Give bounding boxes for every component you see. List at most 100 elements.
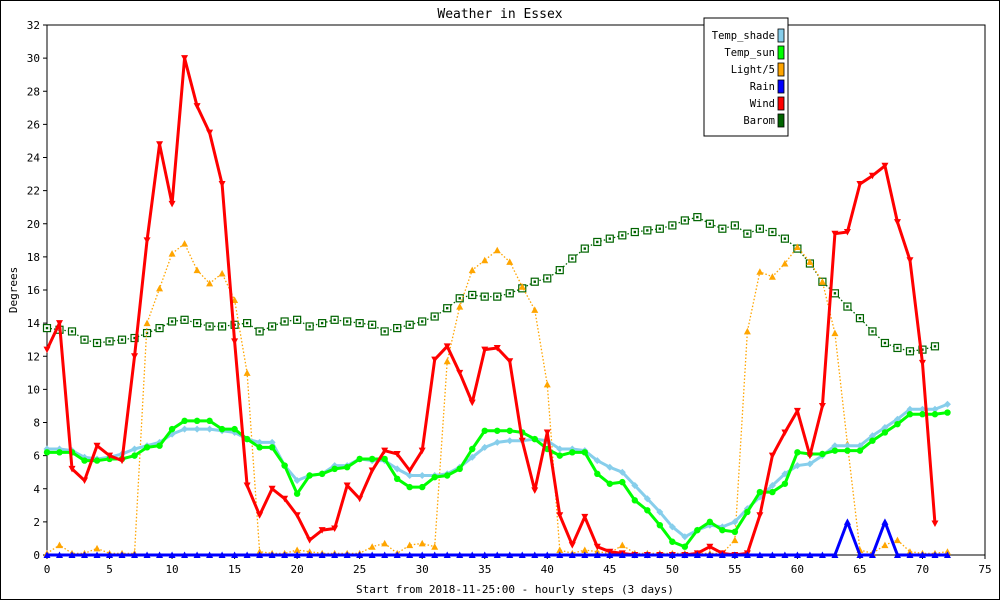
point-light-5 <box>781 260 789 267</box>
point-temp-sun <box>56 449 63 456</box>
point-rain <box>306 551 314 558</box>
point-rain <box>118 551 126 558</box>
point-rain <box>793 551 801 558</box>
point-temp-sun <box>393 475 401 483</box>
point-rain <box>468 551 476 558</box>
point-barom-dot <box>270 325 274 328</box>
point-temp-shade <box>131 445 139 453</box>
point-rain <box>231 551 239 558</box>
point-rain <box>168 551 176 558</box>
point-wind <box>143 237 151 244</box>
point-wind <box>868 172 876 180</box>
point-temp-sun <box>894 420 901 428</box>
point-temp-shade <box>181 425 189 433</box>
point-rain <box>93 551 101 558</box>
point-temp-sun <box>506 427 513 434</box>
point-barom-dot <box>471 293 474 297</box>
point-wind <box>818 402 826 410</box>
point-temp-shade <box>556 445 564 453</box>
point-wind <box>518 437 526 445</box>
point-light-5 <box>181 240 189 247</box>
point-wind <box>256 512 264 519</box>
point-rain <box>156 551 164 558</box>
point-wind <box>768 452 776 460</box>
point-rain <box>318 551 326 558</box>
point-temp-sun <box>581 449 588 456</box>
point-temp-sun <box>944 409 951 416</box>
point-light-5 <box>893 536 901 544</box>
point-temp-sun <box>293 490 301 497</box>
y-tick-label: 28 <box>27 85 40 98</box>
point-temp-sun <box>569 449 576 456</box>
x-tick-label: 65 <box>853 563 866 576</box>
x-tick-label: 0 <box>44 563 51 576</box>
point-rain <box>681 551 689 558</box>
point-temp-shade <box>606 463 614 471</box>
point-rain <box>193 551 201 558</box>
point-temp-sun <box>469 445 476 453</box>
point-rain <box>693 551 701 558</box>
point-barom-dot <box>658 227 662 230</box>
legend-swatch <box>777 96 785 111</box>
point-light-5 <box>943 548 951 555</box>
point-wind <box>268 485 276 493</box>
point-barom-dot <box>733 224 737 227</box>
point-wind <box>756 512 764 519</box>
point-temp-sun <box>794 449 801 456</box>
point-barom-dot <box>95 341 99 345</box>
point-rain <box>406 551 414 558</box>
point-wind <box>406 467 414 475</box>
point-wind <box>118 457 126 465</box>
point-light-5 <box>518 283 526 290</box>
point-barom-dot <box>358 321 361 325</box>
y-tick-label: 18 <box>27 251 40 264</box>
point-temp-shade <box>268 438 276 446</box>
point-rain <box>393 551 401 558</box>
point-temp-sun <box>531 435 538 443</box>
chart-title: Weather in Essex <box>437 7 562 22</box>
point-barom-dot <box>170 320 174 323</box>
point-temp-sun <box>731 528 739 536</box>
point-temp-sun <box>606 480 613 487</box>
y-tick-label: 6 <box>33 450 40 463</box>
point-light-5 <box>418 539 426 547</box>
point-temp-sun <box>619 478 626 486</box>
point-rain <box>281 551 289 558</box>
point-barom-dot <box>583 247 586 250</box>
point-wind <box>431 356 439 364</box>
x-tick-label: 10 <box>165 563 178 576</box>
x-tick-label: 60 <box>791 563 804 576</box>
point-temp-sun <box>594 470 601 478</box>
point-light-5 <box>368 543 376 550</box>
point-temp-shade <box>881 423 889 431</box>
point-temp-sun <box>143 444 151 451</box>
point-temp-sun <box>706 518 714 526</box>
point-wind <box>306 537 314 544</box>
point-temp-sun <box>631 497 639 504</box>
point-temp-sun <box>856 447 864 454</box>
point-temp-shade <box>206 425 214 433</box>
point-rain <box>356 551 364 558</box>
point-wind <box>231 338 239 345</box>
point-rain <box>531 551 539 558</box>
point-rain <box>493 551 501 558</box>
point-temp-sun <box>431 473 438 481</box>
point-temp-shade <box>668 523 676 531</box>
point-barom-dot <box>320 321 324 325</box>
y-tick-label: 4 <box>33 483 40 496</box>
point-temp-sun <box>306 472 313 479</box>
point-rain <box>831 551 839 558</box>
point-temp-sun <box>756 488 764 496</box>
point-rain <box>431 551 439 558</box>
point-wind <box>468 399 476 407</box>
point-light-5 <box>306 548 314 555</box>
point-barom-dot <box>883 341 887 345</box>
point-temp-shade <box>943 400 951 408</box>
point-rain <box>543 551 551 558</box>
point-light-5 <box>143 319 151 327</box>
point-temp-shade <box>843 442 851 450</box>
point-rain <box>343 551 351 558</box>
point-light-5 <box>218 269 226 277</box>
point-barom-dot <box>858 316 862 320</box>
